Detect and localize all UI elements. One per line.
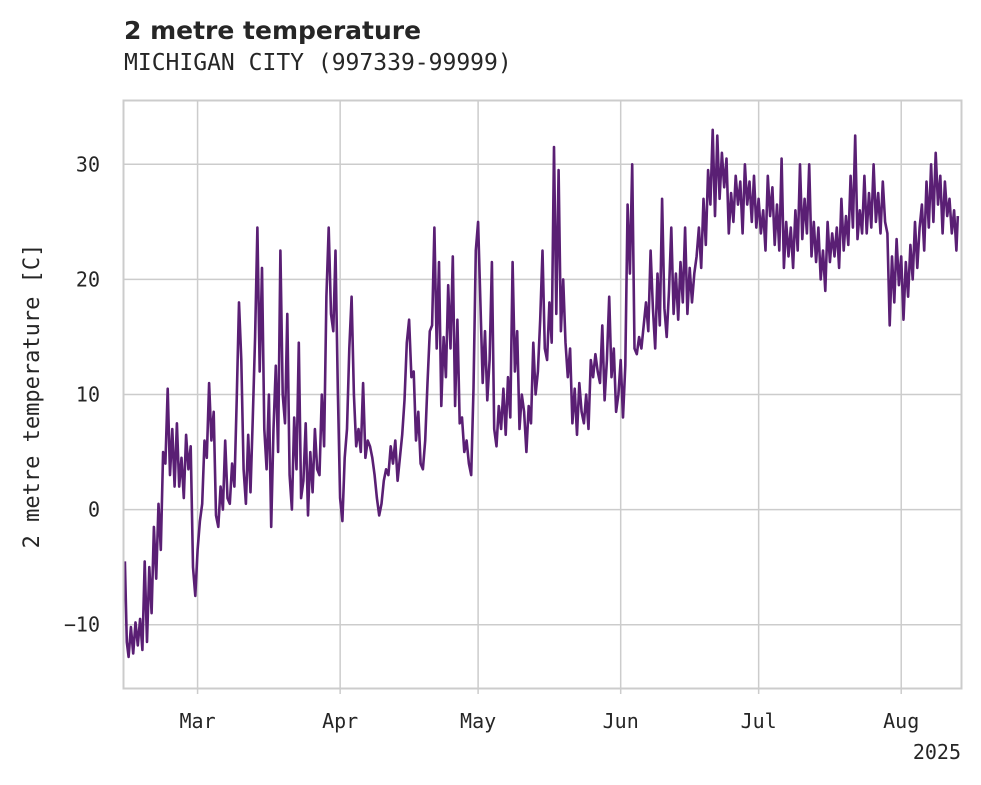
chart-title: 2 metre temperature: [124, 16, 422, 45]
year-label: 2025: [913, 740, 961, 764]
x-tick-label: Aug: [883, 709, 919, 733]
y-tick-label: 0: [88, 498, 100, 522]
x-axis: Mar Apr May Jun Jul Aug: [180, 688, 919, 733]
x-tick-label: Mar: [180, 709, 216, 733]
grid: [124, 101, 961, 688]
y-tick-label: 20: [76, 267, 100, 291]
series-layer: [123, 128, 960, 659]
y-tick-label: −10: [64, 613, 100, 637]
x-tick-label: Jun: [603, 709, 639, 733]
y-tick-label: 30: [76, 152, 100, 176]
x-tick-label: May: [460, 709, 496, 733]
y-axis: −10 0 10 20 30: [64, 152, 100, 636]
plot-frame: [122, 99, 963, 690]
y-tick-label: 10: [76, 383, 100, 407]
x-tick-label: Apr: [322, 709, 358, 733]
x-tick-label: Jul: [741, 709, 777, 733]
y-axis-label: 2 metre temperature [C]: [20, 244, 45, 549]
series-line: [123, 128, 960, 659]
chart-subtitle: MICHIGAN CITY (997339-99999): [124, 50, 512, 76]
